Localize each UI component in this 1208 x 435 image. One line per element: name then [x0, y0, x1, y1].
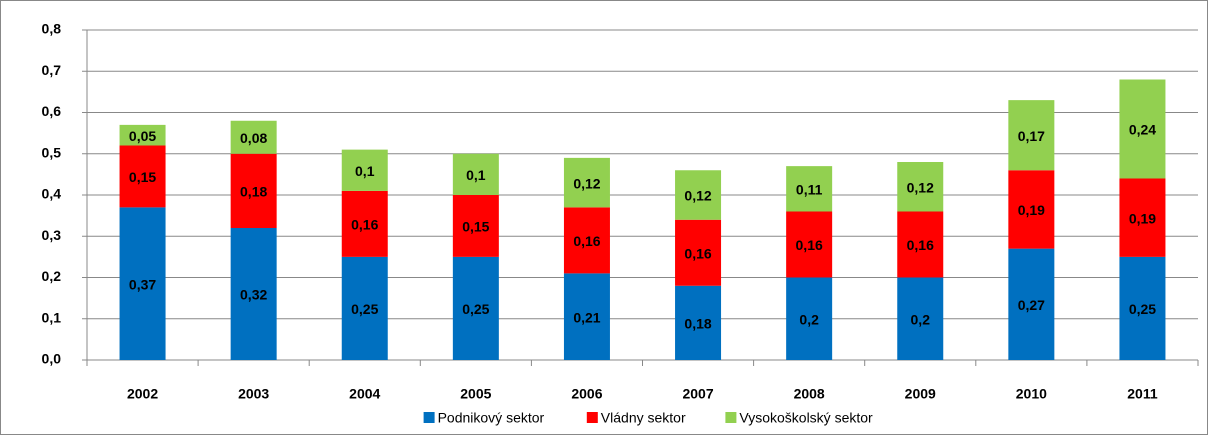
bar-segment	[897, 277, 944, 360]
data-label: 0,19	[1018, 202, 1045, 218]
bar-segment	[563, 207, 610, 274]
bar-segment	[119, 124, 166, 146]
data-label: 0,15	[462, 219, 489, 235]
bar-segment	[675, 170, 722, 220]
bar-segment	[452, 256, 499, 360]
data-label: 0,15	[129, 169, 156, 185]
bar-segment	[452, 195, 499, 257]
data-label: 0,05	[129, 128, 156, 144]
data-label: 0,16	[351, 217, 378, 233]
legend-label: Vládny sektor	[601, 410, 686, 426]
x-tick-label: 2008	[794, 386, 825, 402]
data-label: 0,2	[911, 311, 931, 327]
data-label: 0,12	[573, 175, 600, 191]
legend-swatch	[725, 412, 737, 423]
legend-label: Vysokoškolský sektor	[739, 410, 873, 426]
data-label: 0,16	[684, 245, 711, 261]
data-label: 0,16	[573, 233, 600, 249]
bar-segment	[119, 207, 166, 360]
y-tick-label: 0,4	[42, 186, 62, 202]
y-tick-label: 0,6	[42, 103, 62, 119]
data-label: 0,32	[240, 287, 267, 303]
data-label: 0,24	[1129, 122, 1156, 138]
bar-segment	[786, 277, 833, 360]
bar-segment	[452, 153, 499, 195]
x-tick-label: 2006	[571, 386, 602, 402]
bar-segment	[1008, 100, 1055, 171]
bar-segment	[341, 149, 388, 191]
x-tick-label: 2003	[238, 386, 269, 402]
x-tick-label: 2005	[460, 386, 491, 402]
bar-segment	[1119, 178, 1166, 257]
bar-segment	[230, 120, 277, 154]
data-label: 0,2	[799, 311, 819, 327]
bar-segment	[230, 228, 277, 360]
data-label: 0,27	[1018, 297, 1045, 313]
data-label: 0,25	[351, 301, 378, 317]
bar-segment	[563, 157, 610, 208]
x-tick-label: 2004	[349, 386, 380, 402]
data-label: 0,25	[462, 301, 489, 317]
bar-segment	[786, 166, 833, 212]
bar-segment	[119, 145, 166, 208]
data-label: 0,25	[1129, 301, 1156, 317]
data-label: 0,1	[355, 163, 375, 179]
y-tick-label: 0,1	[42, 309, 62, 325]
data-label: 0,1	[466, 167, 486, 183]
data-label: 0,21	[573, 309, 600, 325]
y-tick-label: 0,7	[42, 62, 62, 78]
data-label: 0,08	[240, 130, 267, 146]
bar-segment	[341, 256, 388, 360]
x-tick-label: 2009	[905, 386, 936, 402]
legend-swatch	[423, 412, 435, 423]
y-tick-label: 0,8	[42, 21, 62, 37]
y-tick-label: 0,0	[42, 351, 62, 367]
data-label: 0,12	[684, 188, 711, 204]
y-tick-label: 0,2	[42, 268, 62, 284]
x-tick-label: 2010	[1016, 386, 1047, 402]
y-tick-label: 0,5	[42, 144, 62, 160]
bar-segment	[563, 273, 610, 360]
data-label: 0,19	[1129, 210, 1156, 226]
bar-segment	[897, 211, 944, 278]
bar-segment	[1119, 79, 1166, 179]
x-tick-label: 2007	[682, 386, 713, 402]
data-label: 0,18	[240, 184, 267, 200]
legend-swatch	[586, 412, 598, 423]
bar-segment	[1008, 248, 1055, 360]
x-tick-label: 2002	[127, 386, 158, 402]
bar-segment	[675, 285, 722, 360]
bar-segment	[897, 162, 944, 212]
bar-segment	[1119, 256, 1166, 360]
x-tick-label: 2011	[1127, 386, 1158, 402]
bar-segment	[341, 190, 388, 257]
bar-segment	[786, 211, 833, 278]
data-label: 0,12	[907, 179, 934, 195]
data-label: 0,11	[796, 182, 823, 198]
legend-label: Podnikový sektor	[438, 410, 545, 426]
data-label: 0,17	[1018, 128, 1045, 144]
data-label: 0,16	[907, 237, 934, 253]
data-label: 0,18	[684, 316, 711, 332]
bar-segment	[230, 153, 277, 228]
data-label: 0,16	[796, 237, 823, 253]
bar-segment	[1008, 170, 1055, 249]
y-tick-label: 0,3	[42, 227, 62, 243]
bar-segment	[675, 219, 722, 286]
data-label: 0,37	[129, 276, 156, 292]
